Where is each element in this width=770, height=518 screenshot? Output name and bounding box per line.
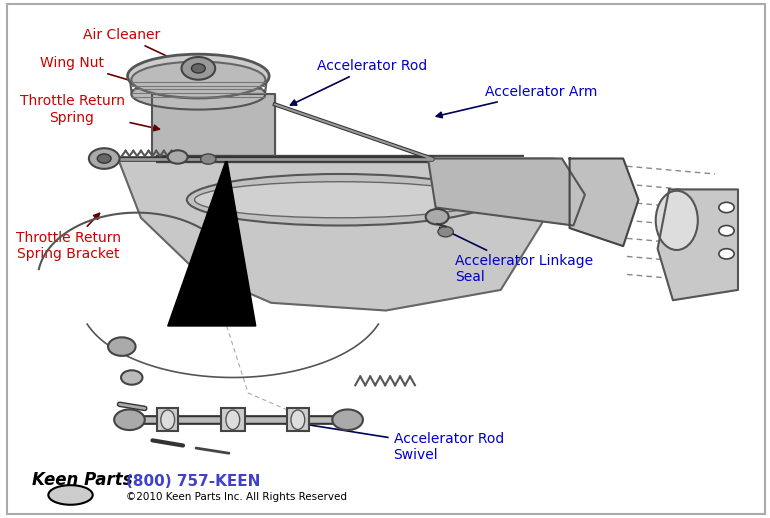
Ellipse shape — [132, 79, 266, 110]
Text: Throttle Return
Spring: Throttle Return Spring — [19, 94, 159, 131]
Ellipse shape — [226, 410, 239, 429]
Polygon shape — [428, 159, 585, 225]
Circle shape — [719, 203, 734, 212]
Text: Wing Nut: Wing Nut — [40, 56, 163, 91]
Polygon shape — [168, 159, 256, 326]
Circle shape — [426, 209, 449, 224]
Text: (800) 757-KEEN: (800) 757-KEEN — [126, 474, 260, 489]
Text: Accelerator Arm: Accelerator Arm — [437, 84, 598, 118]
Circle shape — [89, 148, 119, 169]
Circle shape — [438, 226, 454, 237]
Bar — [287, 408, 309, 431]
Bar — [157, 408, 179, 431]
Ellipse shape — [49, 485, 92, 505]
Ellipse shape — [195, 182, 485, 218]
Circle shape — [121, 370, 142, 385]
Circle shape — [192, 64, 206, 73]
Circle shape — [333, 409, 363, 430]
Bar — [220, 408, 245, 431]
Text: Air Cleaner: Air Cleaner — [83, 28, 194, 69]
Ellipse shape — [132, 62, 266, 98]
Ellipse shape — [187, 174, 493, 225]
Text: ©2010 Keen Parts Inc. All Rights Reserved: ©2010 Keen Parts Inc. All Rights Reserve… — [126, 492, 347, 502]
Circle shape — [719, 225, 734, 236]
Text: Accelerator Rod
Swivel: Accelerator Rod Swivel — [291, 420, 504, 462]
Ellipse shape — [161, 410, 175, 429]
Text: Accelerator Rod: Accelerator Rod — [290, 59, 427, 105]
Ellipse shape — [128, 54, 270, 98]
Text: Keen Parts: Keen Parts — [32, 470, 133, 488]
Circle shape — [97, 154, 111, 163]
Circle shape — [182, 57, 215, 80]
Polygon shape — [658, 190, 738, 300]
Circle shape — [108, 337, 136, 356]
Circle shape — [201, 154, 216, 164]
Polygon shape — [570, 159, 638, 246]
Ellipse shape — [291, 410, 305, 429]
Circle shape — [168, 150, 188, 164]
Polygon shape — [118, 159, 570, 310]
Text: Accelerator Linkage 
Seal: Accelerator Linkage Seal — [440, 227, 598, 284]
Ellipse shape — [656, 191, 698, 250]
Circle shape — [114, 409, 145, 430]
Text: Throttle Return
Spring Bracket: Throttle Return Spring Bracket — [15, 213, 121, 261]
Circle shape — [719, 249, 734, 259]
Polygon shape — [152, 94, 275, 159]
